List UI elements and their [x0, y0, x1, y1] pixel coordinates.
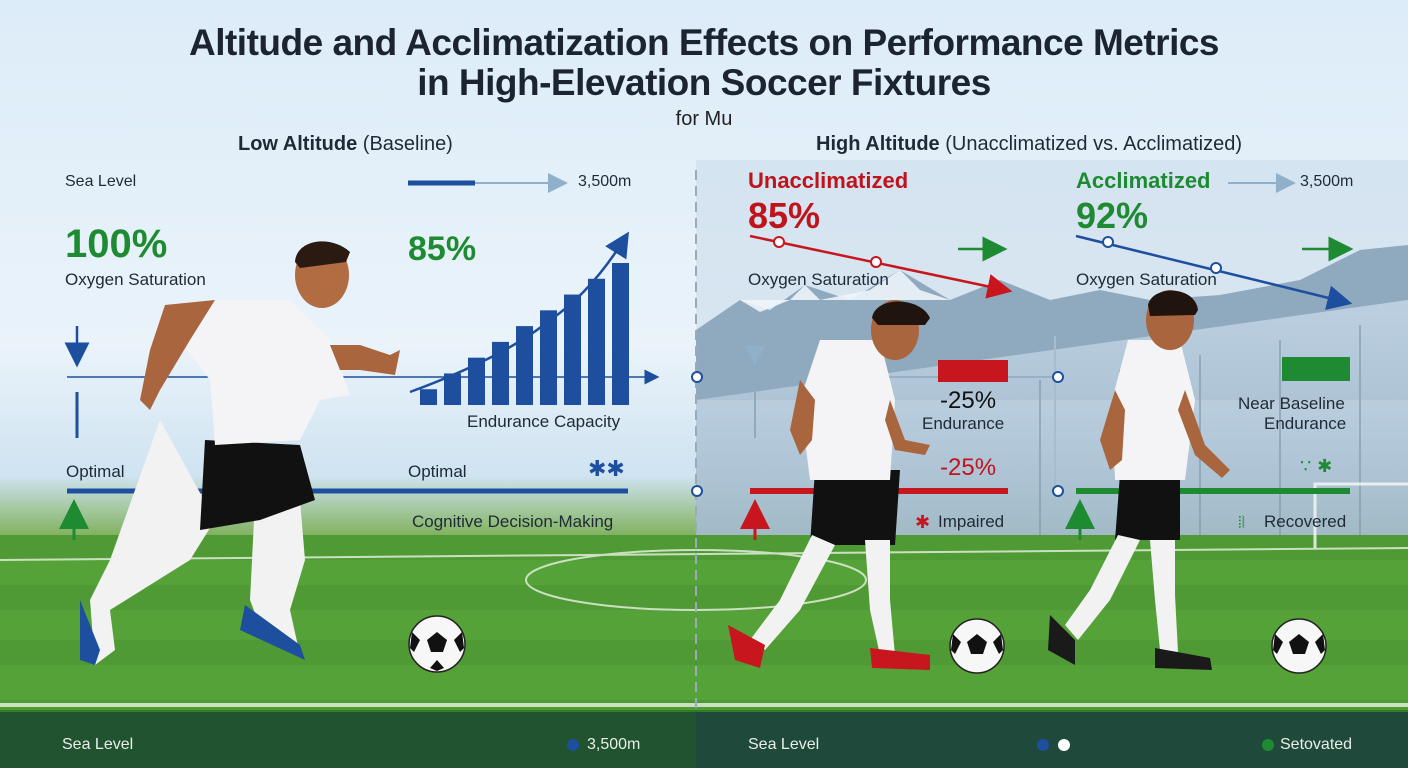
- endurance-bar: [420, 389, 437, 405]
- optimal-left-label: Optimal: [66, 462, 125, 481]
- footer-left-band: [0, 712, 696, 768]
- acc-endurance-line2: Endurance: [1264, 414, 1347, 433]
- soccer-ball-icon: [1271, 618, 1327, 674]
- acc-cognitive-status: Recovered: [1264, 512, 1347, 531]
- soccer-ball-icon: [408, 615, 466, 673]
- endurance-bar: [516, 326, 533, 405]
- low-heading-bold: Low Altitude: [238, 133, 358, 155]
- acc-label: Acclimatized: [1076, 168, 1211, 193]
- acc-altitude-marker: 3,500m: [1300, 173, 1354, 190]
- endurance-bar: [492, 341, 509, 405]
- endurance-bar: [444, 373, 461, 405]
- high-heading-rest: (Unacclimatized vs. Acclimatized): [939, 133, 1242, 155]
- footer-dot: [1262, 739, 1274, 751]
- oxygen-point: [773, 236, 785, 248]
- unacc-oxygen-label: Oxygen Saturation: [748, 270, 889, 289]
- sparkle-icon: ✱✱: [588, 457, 625, 482]
- title-line-2: in High-Elevation Soccer Fixtures: [417, 62, 991, 103]
- low-endurance-value: 85%: [408, 230, 477, 268]
- oxygen-point: [870, 256, 882, 268]
- unacc-endurance-label: Endurance: [922, 414, 1005, 433]
- optimal-right-label: Optimal: [408, 462, 467, 481]
- footer-sea-level-right: Sea Level: [748, 736, 820, 753]
- endurance-bar: [564, 294, 581, 405]
- high-heading-bold: High Altitude: [816, 133, 940, 155]
- endurance-trend-arrow: [409, 231, 629, 394]
- title-line-1: Altitude and Acclimatization Effects on …: [188, 22, 1220, 63]
- low-endurance-label: Endurance Capacity: [467, 412, 621, 431]
- cognitive-label: Cognitive Decision-Making: [412, 512, 614, 531]
- footer-dot: [1058, 739, 1070, 751]
- unacc-label: Unacclimatized: [748, 168, 909, 193]
- footer-sea-level-left: Sea Level: [62, 736, 134, 753]
- low-altitude-marker: 3,500m: [578, 173, 632, 190]
- footer-elevated: Setovated: [1280, 736, 1353, 753]
- low-heading-rest: (Baseline): [357, 133, 453, 155]
- low-altitude-heading: Low Altitude (Baseline): [238, 133, 453, 156]
- impaired-icon: ✱: [915, 512, 930, 533]
- acc-oxygen-label: Oxygen Saturation: [1076, 270, 1217, 289]
- acc-endurance-line1: Near Baseline: [1238, 394, 1345, 413]
- footer-altitude: 3,500m: [587, 736, 641, 753]
- endurance-bar: [612, 263, 629, 405]
- soccer-ball-icon: [949, 618, 1005, 674]
- endurance-bar: [468, 357, 485, 405]
- running-player-illustration: [80, 241, 400, 665]
- unacc-oxygen-value: 85%: [748, 195, 821, 236]
- low-oxygen-label: Oxygen Saturation: [65, 270, 206, 289]
- recovered-icon: ⦙⦚: [1238, 513, 1245, 532]
- acclimatized-player-illustration: [1048, 290, 1230, 670]
- high-altitude-heading: High Altitude (Unacclimatized vs. Acclim…: [816, 133, 1242, 156]
- endurance-bar: [540, 310, 557, 405]
- low-sea-level-label: Sea Level: [65, 173, 137, 190]
- acc-endurance-block: [1282, 357, 1350, 381]
- unacc-endurance-block: [938, 360, 1008, 382]
- unacclimatized-player-illustration: [728, 300, 930, 670]
- oxygen-point: [1210, 262, 1222, 274]
- endurance-bars: [420, 263, 629, 405]
- subtitle: for Mu: [675, 108, 733, 130]
- acc-oxygen-value: 92%: [1076, 195, 1149, 236]
- recover-sparkle-icon: ∵ ✱: [1300, 456, 1332, 477]
- footer-right-band: [696, 712, 1408, 768]
- oxygen-point: [1102, 236, 1114, 248]
- unacc-cognitive-value: -25%: [940, 454, 997, 481]
- unacc-cognitive-status: Impaired: [938, 512, 1005, 531]
- endurance-bar: [588, 278, 605, 405]
- low-oxygen-value: 100%: [65, 222, 168, 266]
- footer-dot: [567, 739, 579, 751]
- unacc-endurance-value: -25%: [940, 387, 997, 414]
- footer-dot: [1037, 739, 1049, 751]
